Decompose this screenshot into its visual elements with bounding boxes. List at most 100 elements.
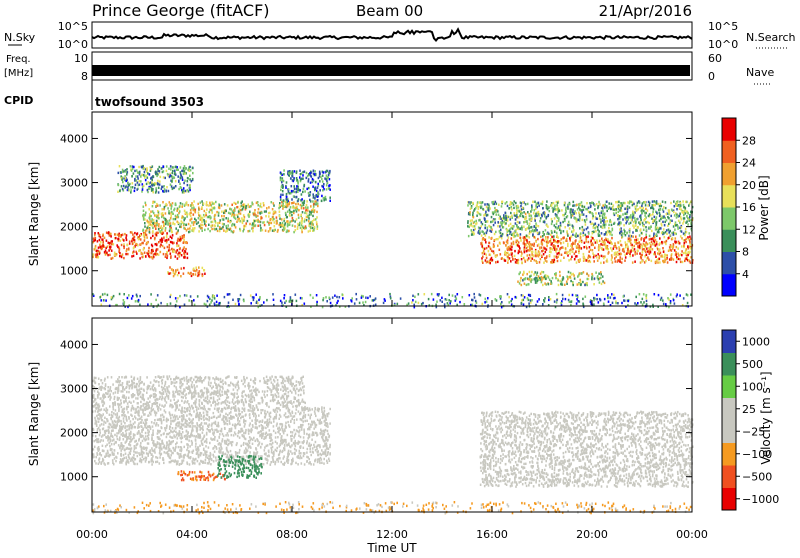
power-cell — [686, 231, 688, 233]
power-cell — [540, 258, 542, 260]
power-cell — [574, 253, 576, 255]
power-cell — [511, 248, 513, 250]
power-cell — [161, 213, 163, 215]
power-cell — [528, 227, 530, 229]
power-cell — [516, 262, 518, 264]
power-cell — [280, 189, 282, 191]
power-cell — [652, 248, 654, 250]
power-cell — [328, 174, 330, 176]
power-cell — [562, 294, 564, 296]
power-cell — [578, 283, 580, 285]
power-cell — [313, 229, 315, 231]
power-cell — [150, 237, 152, 239]
power-cell — [131, 297, 133, 299]
power-cell — [472, 202, 474, 204]
power-cell — [148, 223, 150, 225]
velocity-cell — [116, 416, 118, 418]
power-cell — [578, 252, 580, 254]
power-cell — [326, 188, 328, 190]
power-cell — [544, 215, 546, 217]
power-cell — [579, 247, 581, 249]
power-cell — [630, 251, 632, 253]
power-cell — [197, 275, 199, 277]
power-cell — [99, 234, 101, 236]
power-cell — [682, 261, 684, 263]
power-cell — [507, 234, 509, 236]
power-cell — [523, 248, 525, 250]
power-cell — [408, 302, 410, 304]
power-cell — [676, 293, 678, 295]
velocity-cell — [172, 427, 174, 429]
power-cell — [615, 212, 617, 214]
power-cell — [586, 273, 588, 275]
power-cell — [524, 238, 526, 240]
power-cell — [132, 243, 134, 245]
power-cell — [206, 203, 208, 205]
power-cell — [653, 204, 655, 206]
power-cell — [127, 297, 129, 299]
power-cell — [595, 230, 597, 232]
power-cell — [136, 169, 138, 171]
power-cell — [523, 216, 525, 218]
power-cell — [586, 215, 588, 217]
power-cell — [614, 257, 616, 259]
power-cell — [292, 172, 294, 174]
power-cell — [677, 227, 679, 229]
power-cell — [673, 245, 675, 247]
power-cell — [138, 166, 140, 168]
power-cell — [636, 218, 638, 220]
velocity-cell — [227, 432, 229, 434]
power-cell — [517, 235, 519, 237]
power-cell — [548, 283, 550, 285]
power-cell — [650, 226, 652, 228]
power-cell — [647, 243, 649, 245]
power-cell — [651, 241, 653, 243]
power-cell — [160, 245, 162, 247]
power-cell — [680, 216, 682, 218]
power-cell — [528, 225, 530, 227]
power-cell — [551, 259, 553, 261]
power-cell — [650, 244, 652, 246]
power-cell — [509, 204, 511, 206]
velocity-cell — [153, 422, 155, 424]
power-cell — [186, 229, 188, 231]
power-cell — [589, 211, 591, 213]
power-cell — [571, 235, 573, 237]
power-cell — [559, 275, 561, 277]
power-cell — [474, 221, 476, 223]
power-colorbar-swatch — [722, 140, 736, 163]
power-cell — [612, 302, 614, 304]
power-cell — [512, 234, 514, 236]
power-cell — [280, 179, 282, 181]
power-cell — [521, 212, 523, 214]
power-cell — [575, 294, 577, 296]
power-cell — [173, 250, 175, 252]
power-cell — [520, 239, 522, 241]
power-cell — [130, 165, 132, 167]
power-cell — [309, 230, 311, 232]
velocity-cell — [227, 423, 229, 425]
power-cell — [235, 226, 237, 228]
power-cell — [619, 216, 621, 218]
power-cell — [634, 302, 636, 304]
power-cell — [678, 241, 680, 243]
power-cell — [603, 224, 605, 226]
power-cell — [573, 201, 575, 203]
power-cell — [249, 230, 251, 232]
power-cell — [263, 301, 265, 303]
power-cell — [217, 225, 219, 227]
power-cell — [663, 303, 665, 305]
power-cell — [607, 230, 609, 232]
power-cell — [153, 219, 155, 221]
power-cell — [561, 254, 563, 256]
power-cell — [501, 205, 503, 207]
power-cell — [296, 172, 298, 174]
power-cell — [438, 293, 440, 295]
power-cell — [151, 176, 153, 178]
power-cell — [317, 193, 319, 195]
power-cell — [170, 207, 172, 209]
power-cell — [659, 261, 661, 263]
power-cell — [163, 237, 165, 239]
power-cell — [512, 258, 514, 260]
power-cell — [152, 205, 154, 207]
